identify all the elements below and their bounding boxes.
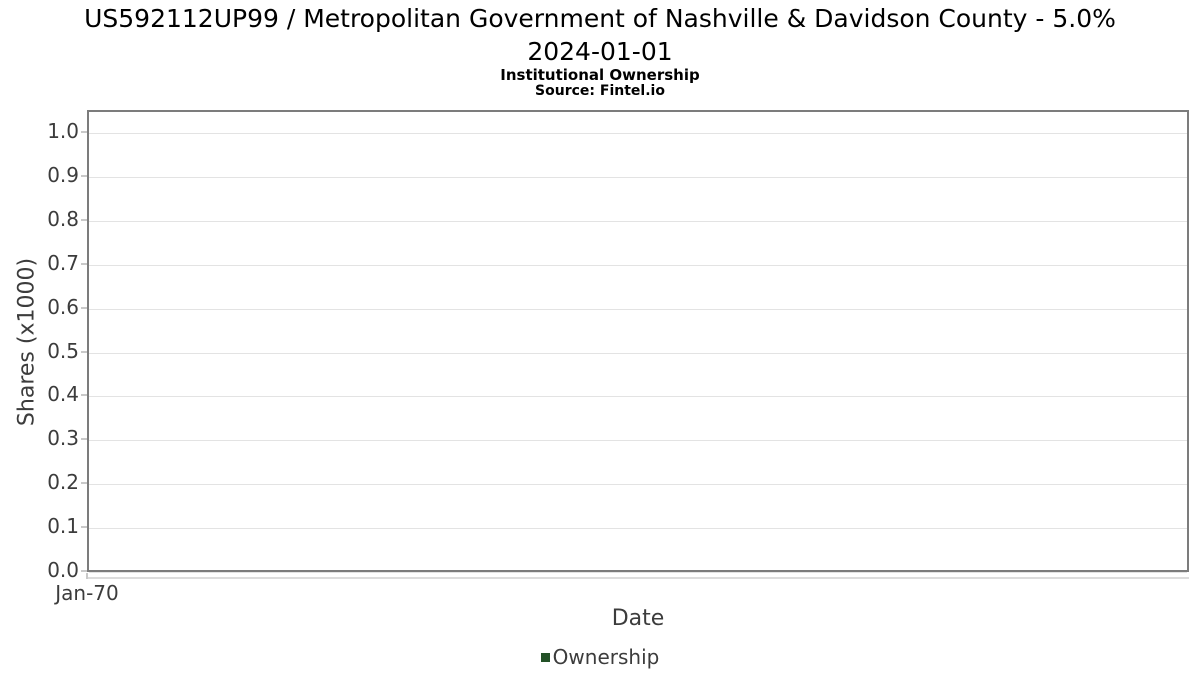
y-tick-label: 0.3 xyxy=(47,426,79,450)
gridline xyxy=(89,309,1187,310)
y-tick-label: 0.7 xyxy=(47,251,79,275)
y-tick-label: 0.5 xyxy=(47,339,79,363)
y-tick-label: 0.9 xyxy=(47,163,79,187)
gridline xyxy=(89,528,1187,529)
x-tick-mark xyxy=(86,573,88,579)
gridline xyxy=(89,484,1187,485)
y-tick-mark xyxy=(81,219,87,221)
y-tick-label: 0.2 xyxy=(47,470,79,494)
y-tick-mark xyxy=(81,438,87,440)
y-tick-mark xyxy=(81,570,87,572)
gridline xyxy=(89,265,1187,266)
y-tick-label: 0.0 xyxy=(47,558,79,582)
gridline xyxy=(89,440,1187,441)
x-tick-label: Jan-70 xyxy=(55,581,119,605)
chart-title-line1: US592112UP99 / Metropolitan Government o… xyxy=(84,4,1116,33)
x-axis-line xyxy=(87,577,1189,579)
y-tick-mark xyxy=(81,263,87,265)
chart-title-line2: 2024-01-01 xyxy=(527,37,673,66)
x-axis-title: Date xyxy=(611,606,665,631)
y-tick-mark xyxy=(81,175,87,177)
gridline xyxy=(89,353,1187,354)
legend-swatch-square-icon xyxy=(540,652,550,662)
gridline xyxy=(89,396,1187,397)
y-tick-mark xyxy=(81,131,87,133)
gridline xyxy=(89,133,1187,134)
y-tick-label: 0.8 xyxy=(47,207,79,231)
y-tick-mark xyxy=(81,394,87,396)
y-tick-label: 0.4 xyxy=(47,382,79,406)
y-tick-label: 0.1 xyxy=(47,514,79,538)
gridline xyxy=(89,177,1187,178)
legend-label: Ownership xyxy=(552,645,660,669)
y-tick-label: 0.6 xyxy=(47,295,79,319)
y-tick-label: 1.0 xyxy=(47,119,79,143)
chart-title: US592112UP99 / Metropolitan Government o… xyxy=(0,2,1200,68)
y-tick-mark xyxy=(81,351,87,353)
chart-source: Source: Fintel.io xyxy=(535,83,665,99)
y-tick-mark xyxy=(81,482,87,484)
y-tick-mark xyxy=(81,526,87,528)
plot-area xyxy=(87,110,1189,573)
chart-subtitle: Institutional Ownership xyxy=(500,66,700,84)
legend: Ownership xyxy=(0,645,1200,669)
y-tick-mark xyxy=(81,307,87,309)
gridline xyxy=(89,221,1187,222)
gridline xyxy=(89,572,1187,573)
